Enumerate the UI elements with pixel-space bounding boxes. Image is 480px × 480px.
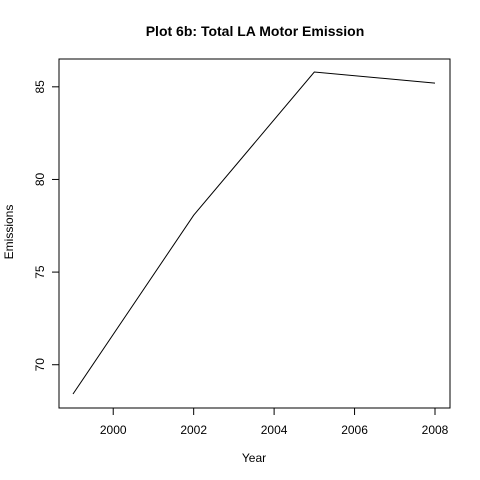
series-line — [72, 71, 436, 395]
y-tick-label: 85 — [33, 80, 47, 94]
x-tick-label: 2008 — [422, 423, 449, 437]
x-tick-label: 2000 — [100, 423, 127, 437]
y-tick-label: 80 — [33, 172, 47, 186]
y-tick-label: 75 — [33, 265, 47, 279]
y-axis: 70 75 80 85 — [33, 80, 59, 372]
x-axis-label: Year — [242, 451, 266, 465]
x-tick-label: 2002 — [180, 423, 207, 437]
y-axis-label: Emissions — [2, 205, 16, 260]
y-tick-label: 70 — [33, 358, 47, 372]
x-tick-label: 2006 — [341, 423, 368, 437]
x-tick-label: 2004 — [261, 423, 288, 437]
x-axis: 2000 2002 2004 2006 2008 — [100, 408, 449, 437]
chart-title: Plot 6b: Total LA Motor Emission — [146, 23, 365, 39]
plot-frame — [58, 58, 451, 409]
series-layer — [72, 71, 436, 395]
